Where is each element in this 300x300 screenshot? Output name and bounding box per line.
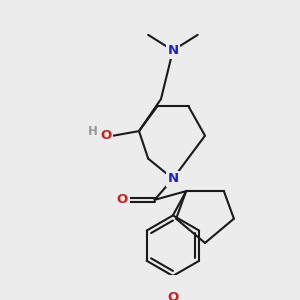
Text: O: O: [117, 193, 128, 206]
Text: H: H: [88, 124, 98, 138]
Text: N: N: [167, 44, 178, 57]
Text: O: O: [167, 290, 178, 300]
Text: N: N: [167, 172, 178, 185]
Text: O: O: [100, 129, 112, 142]
